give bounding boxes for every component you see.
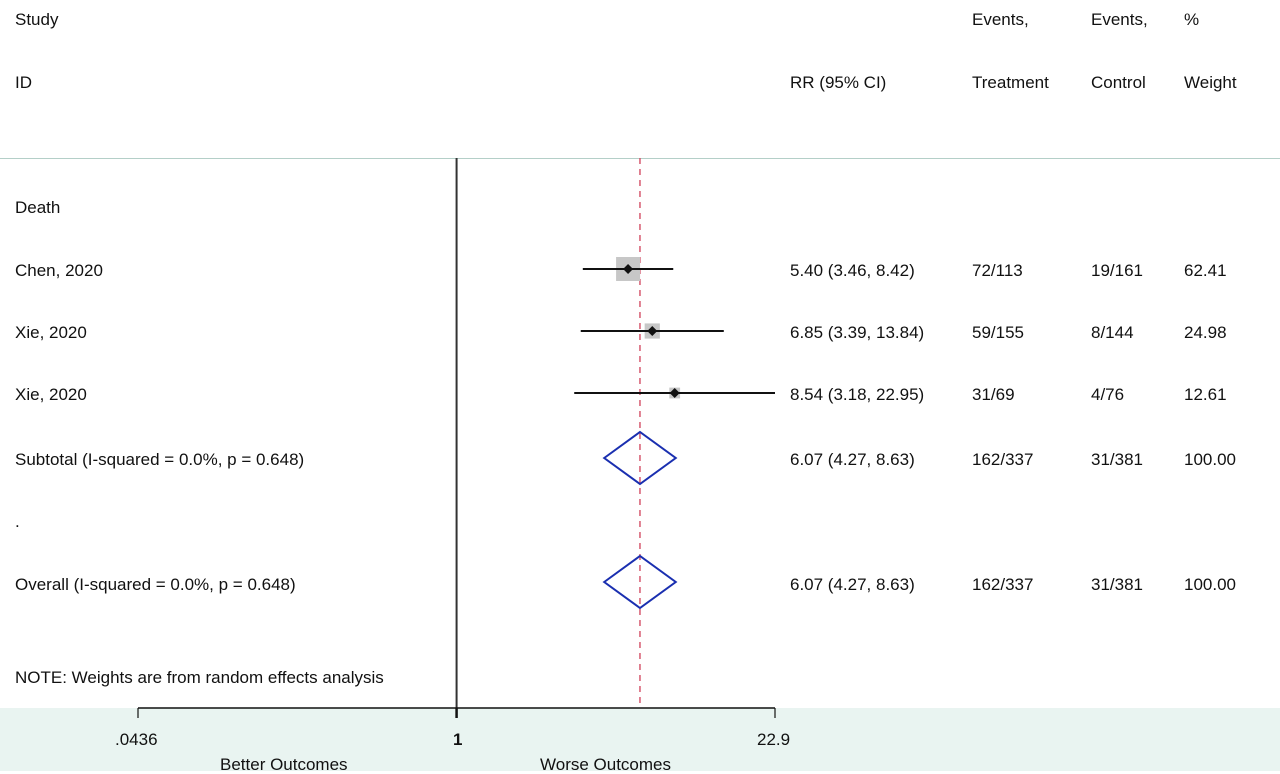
study-treat-events: 72/113 — [972, 261, 1023, 280]
spacer-dot: . — [15, 512, 20, 531]
study-id: Xie, 2020 — [15, 385, 87, 404]
study-weight: 62.41 — [1184, 261, 1227, 280]
header-effect-label: RR (95% CI) — [790, 73, 887, 92]
subtotal-label: Subtotal (I-squared = 0.0%, p = 0.648) — [15, 450, 305, 469]
header-treat-label-2: Treatment — [972, 73, 1049, 92]
axis-band — [0, 708, 1280, 771]
subtotal-weight: 100.00 — [1184, 450, 1236, 469]
study-control-events: 19/161 — [1091, 261, 1143, 280]
header-treat-label-1: Events, — [972, 10, 1029, 29]
study-point-estimate — [623, 264, 634, 274]
tick-label: .0436 — [115, 730, 158, 749]
study-ci-text: 6.85 (3.39, 13.84) — [790, 323, 925, 342]
header-weight-label-1: % — [1184, 10, 1200, 29]
overall-weight: 100.00 — [1184, 575, 1236, 594]
study-ci-text: 5.40 (3.46, 8.42) — [790, 261, 915, 280]
study-point-estimate — [669, 388, 680, 398]
study-control-events: 8/144 — [1091, 323, 1134, 342]
header-id-label: ID — [15, 73, 32, 92]
subtotal-treat-events: 162/337 — [972, 450, 1034, 469]
study-id: Chen, 2020 — [15, 261, 103, 280]
study-point-estimate — [647, 326, 658, 336]
subtotal-control-events: 31/381 — [1091, 450, 1143, 469]
study-control-events: 4/76 — [1091, 385, 1125, 404]
overall-ci-text: 6.07 (4.27, 8.63) — [790, 575, 915, 594]
header-study-label: Study — [15, 10, 59, 29]
study-id: Xie, 2020 — [15, 323, 87, 342]
header-control-label-2: Control — [1091, 73, 1146, 92]
weights-note: NOTE: Weights are from random effects an… — [15, 668, 384, 687]
header-weight-label-2: Weight — [1184, 73, 1237, 92]
tick-label: 22.9 — [757, 730, 791, 749]
axis-right-label: Worse Outcomes — [540, 755, 672, 774]
study-ci-text: 8.54 (3.18, 22.95) — [790, 385, 925, 404]
subtotal-diamond — [602, 430, 678, 486]
header-control-label-1: Events, — [1091, 10, 1148, 29]
overall-treat-events: 162/337 — [972, 575, 1034, 594]
study-weight: 24.98 — [1184, 323, 1227, 342]
study-treat-events: 31/69 — [972, 385, 1015, 404]
study-treat-events: 59/155 — [972, 323, 1024, 342]
overall-control-events: 31/381 — [1091, 575, 1143, 594]
overall-label: Overall (I-squared = 0.0%, p = 0.648) — [15, 575, 296, 594]
overall-diamond — [602, 554, 678, 610]
tick-label: 1 — [453, 730, 463, 749]
subtotal-ci-text: 6.07 (4.27, 8.63) — [790, 450, 915, 469]
study-weight: 12.61 — [1184, 385, 1227, 404]
axis-left-label: Better Outcomes — [220, 755, 348, 774]
group-label: Death — [15, 198, 61, 217]
